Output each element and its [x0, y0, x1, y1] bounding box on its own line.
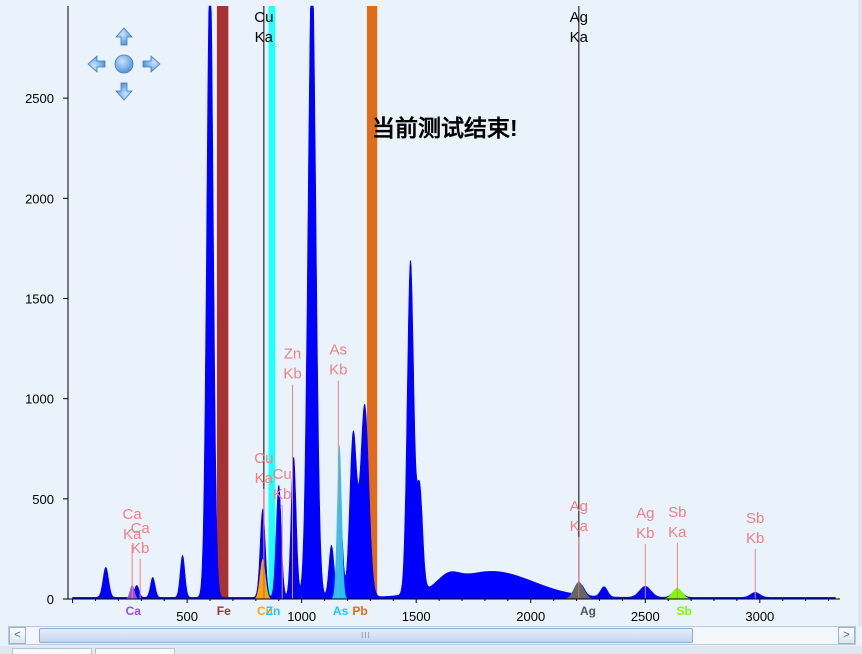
- pan-center-icon[interactable]: [114, 54, 134, 74]
- peak-marker-element: As: [330, 342, 348, 359]
- scroll-grip-icon: III: [361, 631, 371, 640]
- peak-marker: As Kb: [329, 342, 347, 599]
- peak-marker: Ca Kb: [131, 520, 151, 599]
- x-tick-label: 3000: [745, 609, 774, 624]
- peak-marker-element: Cu: [273, 466, 292, 483]
- y-tick-label: 0: [47, 592, 54, 607]
- y-tick-label: 1000: [25, 392, 54, 407]
- element-band-cu: [268, 6, 276, 599]
- peak-marker: Sb Ka: [668, 504, 687, 599]
- peak-marker-line-type: Kb: [131, 540, 149, 557]
- peak-marker-element: Ag: [636, 505, 654, 522]
- peak-marker: Zn Kb: [283, 346, 302, 599]
- element-label: Cu: [257, 604, 273, 618]
- scroll-right-button[interactable]: >: [838, 627, 855, 644]
- axes: 0 500 1000 1500 2000 2500 500 1000 1500 2000 2500 3…: [25, 6, 840, 624]
- scroll-thumb[interactable]: III: [39, 628, 693, 643]
- scroll-left-button[interactable]: <: [9, 627, 26, 644]
- x-tick-label: 2000: [516, 609, 545, 624]
- peak-marker-element: Cu: [254, 450, 273, 467]
- peak-marker: Ag Kb: [636, 505, 654, 599]
- peak-marker-line-type: Kb: [329, 362, 347, 379]
- peak-marker: Ca Ka: [123, 506, 143, 599]
- pan-left-icon[interactable]: [87, 55, 106, 73]
- peak-marker-element: Ca: [123, 506, 143, 523]
- element-band-pb: [366, 6, 378, 599]
- right-edge: [858, 0, 862, 626]
- overlay-peak-1: [251, 558, 274, 599]
- bottom-tab-2[interactable]: [95, 648, 175, 654]
- peak-marker: Cu Ka: [254, 450, 274, 599]
- peak-marker-line-type: Kb: [273, 486, 291, 503]
- element-label: Zn: [266, 604, 281, 618]
- peak-marker-line-type: Ka: [123, 526, 142, 543]
- chart-background: [0, 0, 858, 626]
- peak-marker-element: Sb: [668, 504, 686, 521]
- bottom-tab-1[interactable]: [12, 648, 92, 654]
- y-tick-label: 1500: [25, 291, 54, 306]
- element-band-fe: [216, 6, 229, 599]
- peak-marker-line-type: Ka: [255, 29, 274, 46]
- peak-marker-element: Sb: [746, 510, 764, 527]
- peak-marker-line-type: Kb: [283, 366, 301, 383]
- element-label: Pb: [352, 604, 367, 618]
- peak-marker-element: Cu: [254, 9, 273, 26]
- element-label: As: [333, 604, 349, 618]
- pan-up-icon[interactable]: [115, 27, 133, 46]
- peak-marker: Ag Ka: [570, 498, 589, 599]
- pan-down-icon[interactable]: [115, 82, 133, 101]
- spectrum-area: [72, 5, 836, 600]
- element-bands: [216, 6, 378, 599]
- peak-marker: Cu Kb: [273, 466, 292, 599]
- peak-marker-element: Zn: [284, 346, 302, 363]
- peak-marker-line-type: Ka: [668, 524, 687, 541]
- scroll-right-icon: >: [843, 629, 850, 641]
- y-tick-label: 2500: [25, 91, 54, 106]
- element-label: Ca: [126, 604, 142, 618]
- scroll-left-icon: <: [14, 629, 21, 641]
- x-tick-label: 1500: [402, 609, 431, 624]
- x-tick-label: 2500: [631, 609, 660, 624]
- pan-control[interactable]: [87, 27, 161, 101]
- peak-marker: Ag Ka: [570, 6, 589, 599]
- peak-marker-line-type: Ka: [570, 518, 589, 535]
- peak-marker-line-type: Ka: [255, 470, 274, 487]
- x-tick-label: 500: [176, 609, 198, 624]
- horizontal-scrollbar[interactable]: < III >: [8, 626, 856, 645]
- element-label: Sb: [677, 604, 692, 618]
- status-message: 当前测试结束!: [372, 115, 518, 141]
- y-tick-label: 2000: [25, 191, 54, 206]
- bottom-strip: [0, 646, 862, 654]
- element-label: Fe: [217, 604, 231, 618]
- peak-marker: Sb Kb: [746, 510, 764, 599]
- y-tick-label: 500: [32, 492, 54, 507]
- peak-marker-line-type: Kb: [636, 525, 654, 542]
- x-tick-label: 1000: [287, 609, 316, 624]
- peak-marker-line-type: Ka: [570, 29, 589, 46]
- overlay-peak-2: [330, 444, 349, 599]
- spectrum-series: [72, 5, 836, 600]
- element-label: Ag: [580, 604, 596, 618]
- peak-marker-element: Ag: [570, 9, 588, 26]
- peak-marker-element: Ca: [131, 520, 151, 537]
- pan-right-icon[interactable]: [142, 55, 161, 73]
- peak-marker-line-type: Kb: [746, 530, 764, 547]
- peak-marker-element: Ag: [570, 498, 588, 515]
